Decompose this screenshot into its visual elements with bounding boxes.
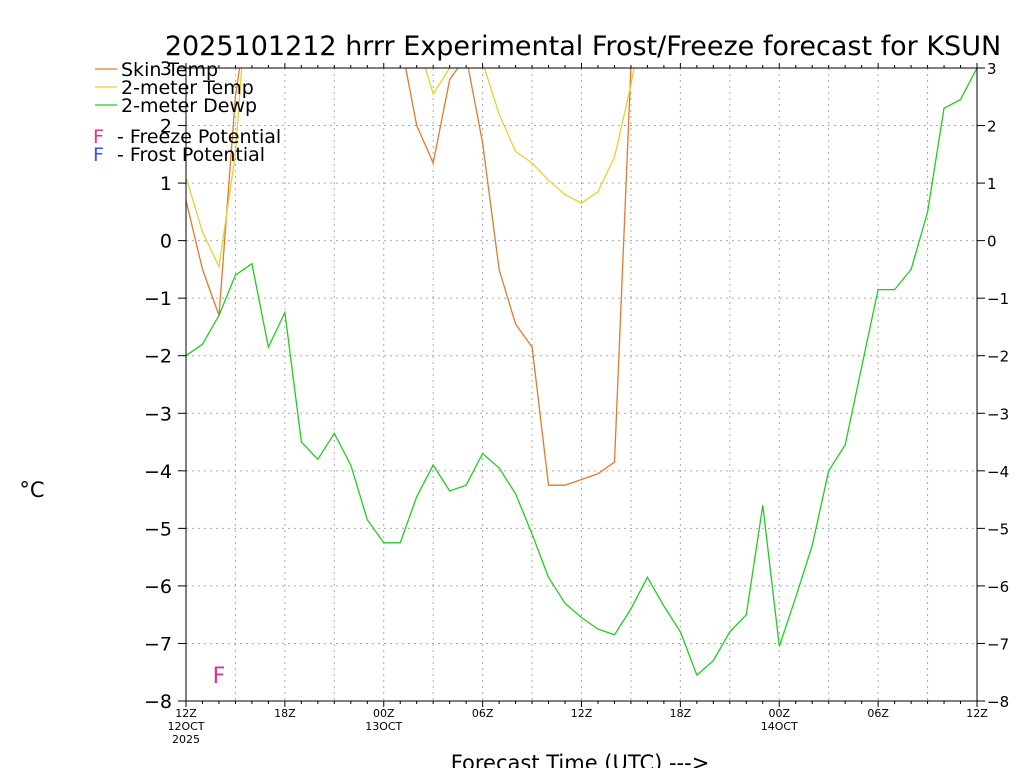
y-tick-label-right: −5 bbox=[987, 520, 1009, 538]
x-tick-label: 14OCT bbox=[761, 720, 798, 733]
y-tick-label-left: −1 bbox=[144, 288, 172, 310]
y-tick-label-left: −3 bbox=[144, 403, 172, 425]
legend-label: 2-meter Dewp bbox=[121, 95, 257, 117]
axes: 3 3 2 2 1 1 0 0 −1 −1 −2 −2 −3 −3 −4 −4 −5 −5 −6 −6 −7 −7 −8 −8… bbox=[144, 58, 1009, 746]
x-tick-label: 12Z bbox=[571, 707, 593, 720]
series-line-skin-temp bbox=[186, 68, 632, 486]
legend-symbol-label: - Freeze Potential bbox=[117, 126, 281, 148]
y-tick-label-right: −6 bbox=[987, 578, 1009, 596]
x-tick-label: 12OCT bbox=[167, 720, 204, 733]
x-tick-label: 18Z bbox=[670, 707, 692, 720]
y-tick-label-left: −5 bbox=[144, 518, 172, 540]
y-tick-label-right: 1 bbox=[987, 175, 997, 193]
y-axis-label: °C bbox=[19, 478, 44, 502]
legend-label: Skin Temp bbox=[121, 59, 218, 81]
x-tick-label: 00Z bbox=[768, 707, 790, 720]
chart-title: 2025101212 hrrr Experimental Frost/Freez… bbox=[165, 31, 1001, 62]
y-tick-label-right: −3 bbox=[987, 405, 1009, 423]
x-tick-label: 12Z bbox=[175, 707, 197, 720]
annotations: F bbox=[213, 664, 226, 689]
x-tick-label: 12Z bbox=[966, 707, 988, 720]
legend-label: 2-meter Temp bbox=[121, 77, 254, 99]
y-tick-label-left: 0 bbox=[160, 231, 172, 253]
y-tick-label-right: −7 bbox=[987, 635, 1009, 653]
series-line-2-meter-dewp bbox=[186, 68, 977, 677]
legend-symbol: F bbox=[93, 144, 104, 166]
y-tick-label-left: −6 bbox=[144, 576, 172, 598]
x-tick-label: 00Z bbox=[373, 707, 395, 720]
y-tick-label-left: −4 bbox=[144, 461, 172, 483]
y-tick-label-left: −7 bbox=[144, 633, 172, 655]
y-tick-label-left: 3 bbox=[160, 58, 172, 80]
y-tick-label-left: 1 bbox=[160, 173, 172, 195]
x-tick-label: 06Z bbox=[472, 707, 494, 720]
y-tick-label-right: −2 bbox=[987, 348, 1009, 366]
y-tick-label-left: 2 bbox=[160, 116, 172, 138]
x-tick-label: 2025 bbox=[172, 733, 200, 746]
freeze-marker: F bbox=[213, 664, 226, 689]
x-tick-label: 18Z bbox=[274, 707, 296, 720]
y-tick-label-right: 3 bbox=[987, 60, 997, 78]
y-tick-label-left: −8 bbox=[144, 691, 172, 713]
series-lines bbox=[186, 68, 977, 677]
x-tick-label: 13OCT bbox=[365, 720, 402, 733]
x-axis-label: Forecast Time (UTC) ---> bbox=[451, 751, 710, 768]
legend-symbol: F bbox=[93, 126, 104, 148]
x-tick-label: 06Z bbox=[867, 707, 889, 720]
y-tick-label-right: −1 bbox=[987, 290, 1009, 308]
y-tick-label-right: 0 bbox=[987, 233, 997, 251]
series-line-2-meter-temp bbox=[186, 68, 635, 269]
y-tick-label-left: −2 bbox=[144, 346, 172, 368]
y-tick-label-right: 2 bbox=[987, 118, 997, 136]
legend-symbol-label: - Frost Potential bbox=[117, 144, 265, 166]
y-tick-label-right: −8 bbox=[987, 693, 1009, 711]
y-tick-label-right: −4 bbox=[987, 463, 1009, 481]
